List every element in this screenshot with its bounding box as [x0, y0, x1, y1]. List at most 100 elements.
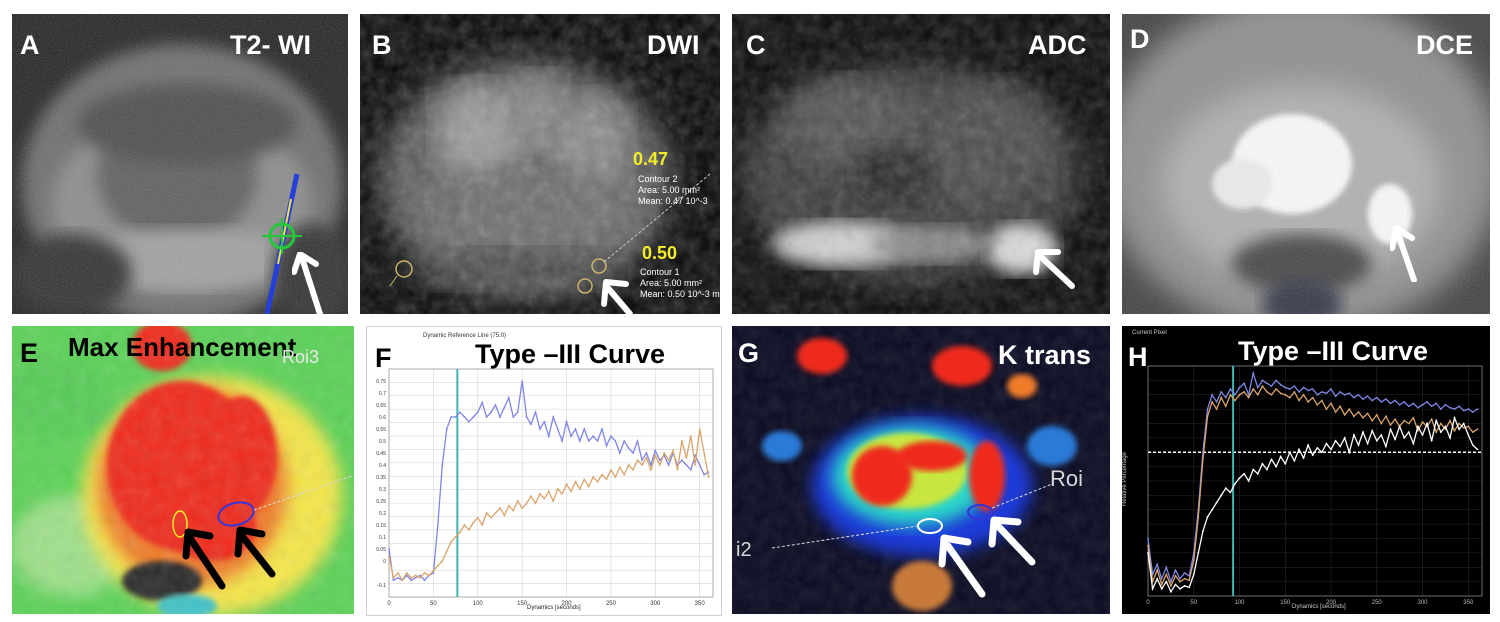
data-point — [681, 440, 683, 442]
data-point — [1320, 399, 1323, 402]
data-point — [1311, 388, 1314, 390]
data-point — [1449, 406, 1451, 409]
data-point — [472, 416, 475, 418]
y-tick-label: 0.45 — [376, 451, 386, 457]
data-point — [552, 416, 555, 418]
data-point — [1156, 563, 1159, 566]
panel-title: Type –III Curve — [1238, 336, 1429, 366]
data-point — [614, 440, 617, 442]
data-point — [1352, 434, 1355, 436]
data-point — [1202, 530, 1204, 533]
data-point — [432, 572, 435, 574]
data-point — [583, 428, 586, 430]
data-point — [605, 478, 608, 481]
data-point — [388, 555, 390, 558]
data-point — [1407, 431, 1410, 434]
data-point — [1183, 577, 1186, 580]
data-point — [1325, 442, 1328, 445]
curve-chart-h: 0 50 100 150 200 250 300 350 — [1146, 365, 1483, 606]
data-point — [1371, 429, 1374, 432]
ktrans-map — [732, 326, 1110, 614]
data-point — [1458, 405, 1461, 408]
data-point — [1238, 393, 1241, 396]
data-point — [1462, 422, 1465, 425]
series-line — [388, 380, 709, 582]
data-point — [1270, 393, 1273, 396]
panel-letter: E — [20, 338, 39, 368]
data-point — [1366, 412, 1369, 415]
data-point — [539, 492, 541, 495]
data-point — [561, 440, 563, 442]
chart-legend: Current Pixel — [1132, 330, 1167, 336]
data-point — [1266, 468, 1268, 471]
arrow-icon — [988, 516, 1036, 566]
data-point — [1256, 472, 1259, 475]
max-enhancement-map — [12, 326, 354, 614]
data-point — [565, 483, 568, 486]
data-point — [476, 516, 479, 519]
data-point — [1362, 398, 1364, 400]
data-point — [1179, 587, 1181, 590]
data-point — [578, 440, 581, 442]
data-point — [1375, 396, 1378, 399]
data-point — [1234, 482, 1236, 485]
data-point — [636, 440, 639, 442]
data-point — [547, 435, 550, 438]
data-point — [649, 468, 652, 471]
data-point — [1284, 386, 1287, 389]
data-point — [1449, 436, 1451, 439]
data-point — [1320, 451, 1323, 454]
data-point — [627, 447, 630, 450]
data-point — [1471, 444, 1474, 446]
data-point — [703, 473, 706, 476]
data-point — [1385, 445, 1387, 448]
data-point — [1380, 434, 1383, 436]
data-point — [1284, 462, 1287, 465]
data-point — [1385, 415, 1387, 418]
roi-label: Roi3 — [282, 347, 320, 367]
panel-letter: B — [372, 30, 392, 60]
contour1-name: Contour 1 — [640, 267, 680, 277]
data-point — [578, 488, 581, 490]
data-point — [1311, 454, 1314, 457]
plot-frame — [1147, 365, 1483, 597]
x-tick-label: 150 — [1280, 600, 1291, 606]
data-point — [1202, 458, 1204, 461]
data-point — [1330, 402, 1332, 405]
data-point — [423, 572, 426, 574]
data-point — [534, 502, 537, 505]
data-point — [565, 420, 568, 423]
y-tick-label: 0.3 — [379, 487, 386, 493]
data-point — [1192, 559, 1195, 561]
data-point — [516, 500, 519, 502]
data-point — [1334, 411, 1337, 413]
data-point — [1453, 429, 1456, 432]
data-point — [605, 444, 608, 447]
data-point — [1449, 419, 1451, 422]
data-point — [405, 572, 408, 574]
data-point — [1471, 411, 1474, 413]
data-point — [392, 579, 395, 582]
data-point — [672, 449, 674, 452]
data-point — [539, 428, 541, 430]
data-point — [512, 416, 515, 418]
series-line — [388, 428, 710, 582]
data-point — [1220, 396, 1223, 399]
panel-title: Type –III Curve — [475, 339, 666, 369]
panel-h-curve-chart: 0 50 100 150 200 250 300 350 Current Pixel Dyna… — [1122, 326, 1490, 614]
data-point — [1403, 419, 1406, 422]
data-point — [392, 576, 395, 579]
data-point — [1352, 396, 1355, 399]
data-point — [649, 464, 652, 466]
data-point — [587, 440, 590, 442]
data-point — [1458, 422, 1461, 425]
data-point — [552, 500, 555, 502]
data-point — [454, 536, 457, 538]
contour2-mean: Mean: 0.47 10^-3 — [638, 196, 708, 206]
data-point — [1357, 411, 1360, 413]
data-point — [1316, 393, 1319, 396]
roi2-label: i2 — [736, 539, 752, 561]
data-point — [1366, 395, 1369, 398]
data-point — [1151, 587, 1154, 590]
x-tick-label: 350 — [695, 601, 706, 607]
